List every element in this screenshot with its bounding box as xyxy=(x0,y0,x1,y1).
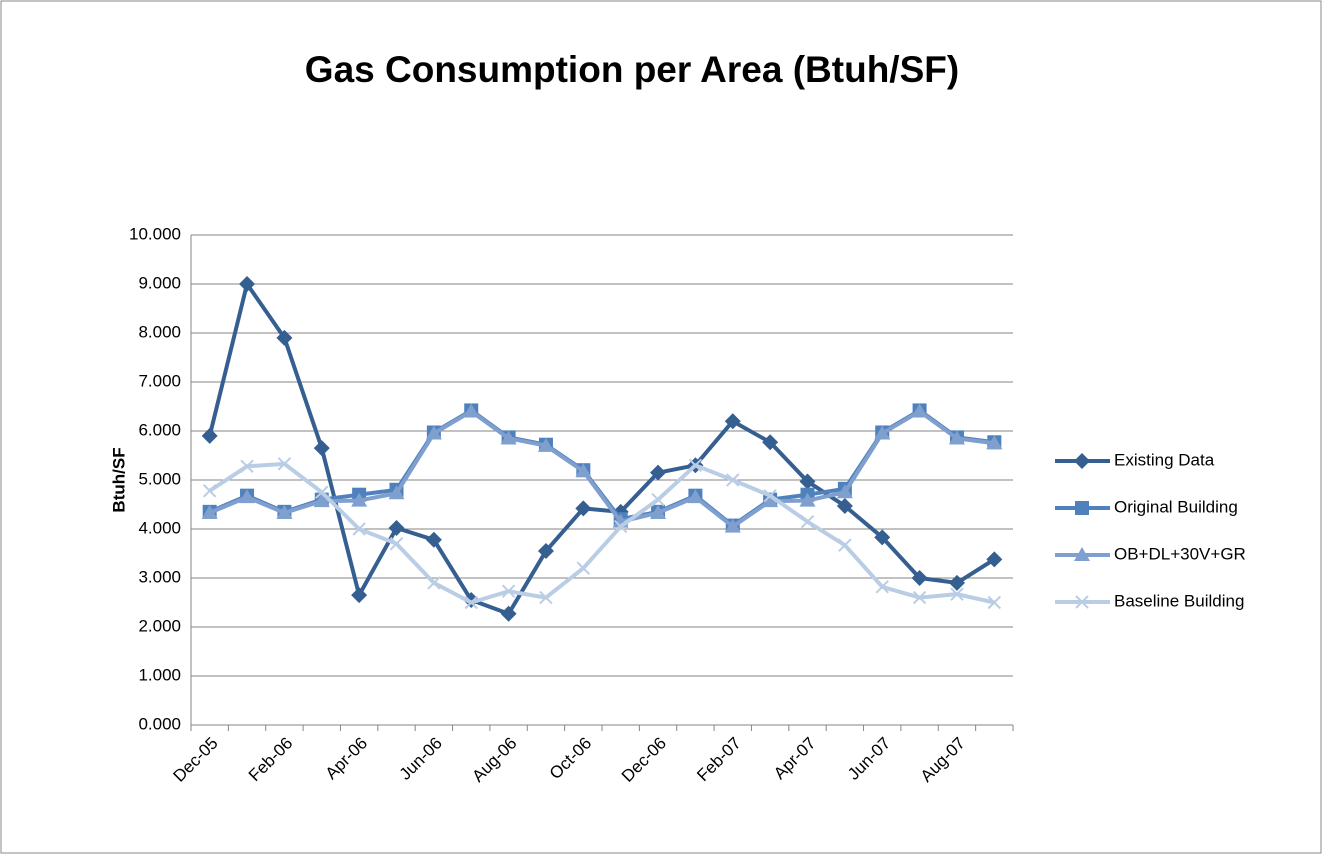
marker xyxy=(986,435,1003,450)
marker xyxy=(351,492,368,507)
marker xyxy=(651,492,665,507)
marker xyxy=(576,561,591,575)
marker xyxy=(500,605,517,622)
marker xyxy=(575,463,592,478)
y-tick-label: 7.000 xyxy=(138,371,181,390)
marker xyxy=(201,504,218,519)
marker xyxy=(950,587,964,601)
marker xyxy=(800,514,815,529)
marker xyxy=(1075,501,1089,515)
series-line xyxy=(208,409,995,529)
marker xyxy=(389,536,404,551)
marker xyxy=(1074,547,1090,561)
y-tick-label: 3.000 xyxy=(138,567,181,586)
marker xyxy=(986,551,1003,568)
marker xyxy=(911,570,928,586)
y-tick-label: 6.000 xyxy=(138,420,181,439)
legend-label: Existing Data xyxy=(1114,450,1215,469)
series-line xyxy=(208,461,995,605)
marker xyxy=(537,437,554,452)
marker xyxy=(313,493,330,508)
marker xyxy=(948,430,965,445)
y-tick-label: 9.000 xyxy=(138,273,181,292)
y-tick-label: 8.000 xyxy=(138,322,181,341)
marker xyxy=(239,489,256,504)
marker xyxy=(687,489,704,504)
marker xyxy=(912,590,927,605)
marker xyxy=(875,580,889,594)
marker xyxy=(425,425,442,440)
marker xyxy=(724,518,741,533)
marker xyxy=(351,587,368,604)
marker xyxy=(276,504,293,519)
marker xyxy=(464,595,478,610)
marker xyxy=(650,464,667,481)
series-line xyxy=(207,282,996,616)
marker xyxy=(352,522,366,536)
marker xyxy=(537,543,554,560)
y-tick-label: 1.000 xyxy=(138,665,181,684)
marker xyxy=(762,434,779,451)
marker xyxy=(463,592,480,609)
marker xyxy=(277,457,292,471)
marker xyxy=(427,576,441,590)
marker xyxy=(726,473,740,487)
marker xyxy=(276,329,293,346)
legend-label: Original Building xyxy=(1114,497,1238,516)
marker xyxy=(838,538,852,552)
marker xyxy=(874,425,891,440)
marker xyxy=(799,473,816,490)
marker xyxy=(650,504,667,519)
marker xyxy=(388,520,405,537)
marker xyxy=(724,413,741,430)
marker xyxy=(239,276,256,292)
marker xyxy=(836,497,853,514)
marker xyxy=(911,403,928,418)
marker xyxy=(874,529,891,546)
y-tick-label: 5.000 xyxy=(138,469,181,488)
legend-label: OB+DL+30V+GR xyxy=(1114,544,1246,563)
marker xyxy=(201,427,218,444)
marker xyxy=(315,485,329,499)
marker xyxy=(1074,453,1090,469)
marker xyxy=(539,590,553,605)
marker xyxy=(313,440,330,457)
y-tick-label: 4.000 xyxy=(138,518,181,537)
marker xyxy=(688,458,703,473)
legend-label: Baseline Building xyxy=(1114,591,1244,610)
marker xyxy=(799,492,816,507)
marker xyxy=(500,430,517,445)
marker xyxy=(425,531,442,548)
marker xyxy=(948,574,965,591)
marker xyxy=(388,485,405,500)
marker xyxy=(575,500,592,517)
marker xyxy=(987,595,1002,610)
marker xyxy=(763,488,777,503)
marker xyxy=(501,584,516,598)
marker xyxy=(836,484,853,499)
chart-title: Gas Consumption per Area (Btuh/SF) xyxy=(305,49,959,90)
marker xyxy=(762,493,779,508)
marker xyxy=(613,519,628,534)
y-tick-label: 2.000 xyxy=(138,616,181,635)
y-axis-label: Btuh/SF xyxy=(109,447,128,512)
y-tick-label: 10.000 xyxy=(129,224,181,243)
marker xyxy=(1075,595,1089,609)
marker xyxy=(202,484,217,498)
marker xyxy=(463,403,480,418)
y-tick-label: 0.000 xyxy=(138,714,181,733)
marker xyxy=(240,459,254,473)
